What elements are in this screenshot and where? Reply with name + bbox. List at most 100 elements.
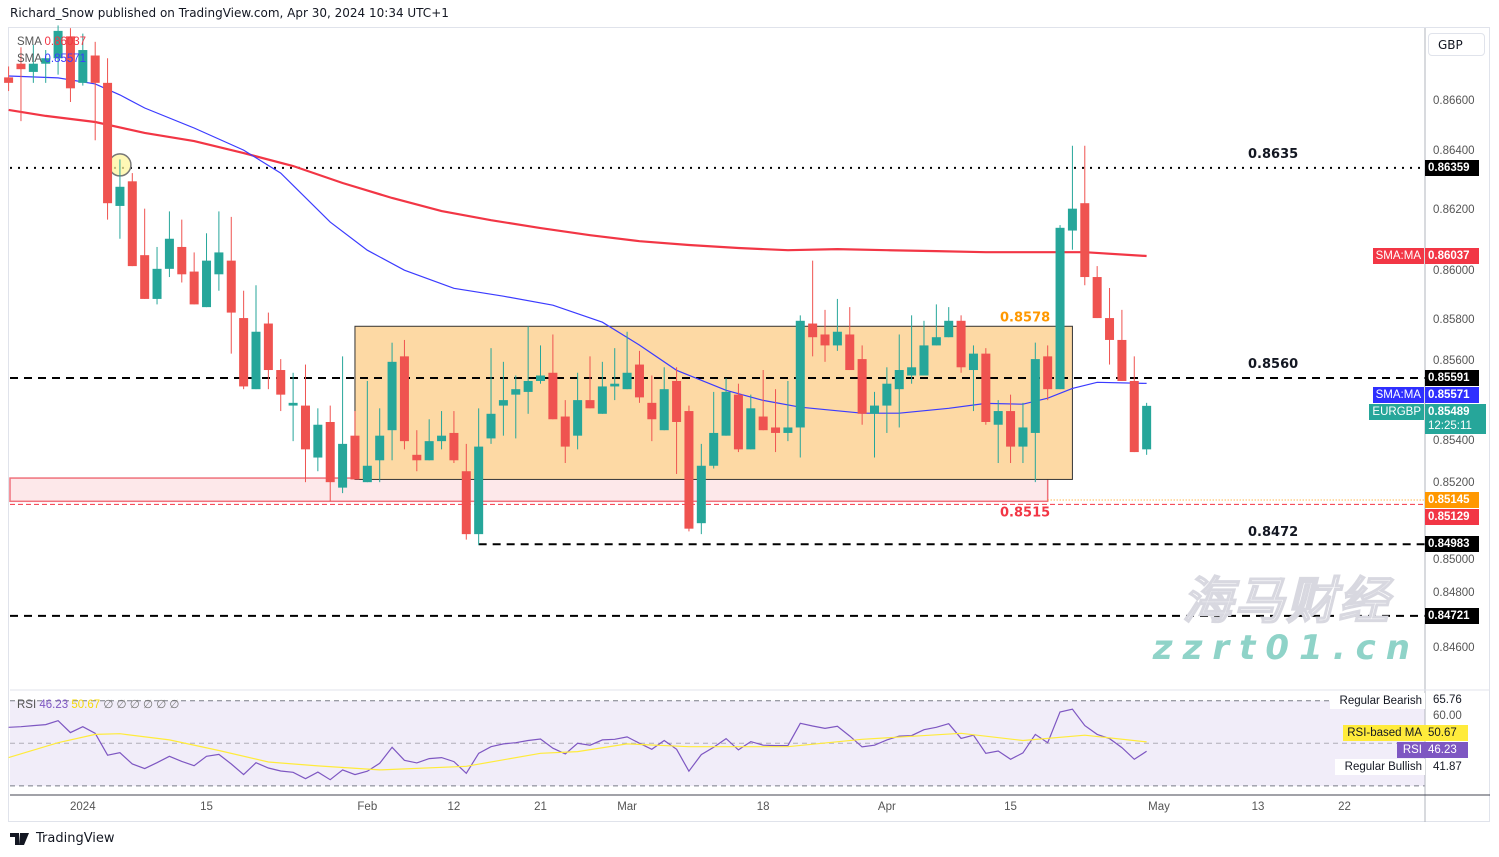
candle: [536, 345, 546, 384]
tradingview-brand: TradingView: [36, 831, 115, 846]
candle: [449, 411, 459, 464]
candle: [647, 375, 657, 442]
candle-body: [90, 55, 100, 83]
price-tick: 0.85400: [1433, 435, 1475, 448]
price-tag-label: SMA:MA: [1372, 386, 1424, 403]
price-tag-value-text: 0.86037: [1428, 249, 1470, 262]
currency-button[interactable]: GBP: [1428, 33, 1485, 56]
candle: [709, 391, 719, 469]
sma-long-legend-value: 0.86037: [44, 36, 87, 48]
candle: [115, 159, 125, 239]
candle: [437, 411, 447, 450]
candle: [808, 260, 818, 357]
candle: [795, 315, 805, 458]
candle-body: [214, 252, 224, 275]
time-tick: 22: [1338, 801, 1351, 813]
price-tag-value: 0.85591: [1425, 369, 1479, 386]
candle-body: [41, 58, 51, 64]
range-box-label: 0.8578: [1000, 310, 1050, 325]
candle-body: [338, 443, 348, 488]
candle-body: [276, 370, 286, 395]
price-tick: 0.85000: [1433, 553, 1475, 566]
candle: [338, 356, 348, 494]
price-tag-value-text: 0.84721: [1428, 609, 1470, 622]
tradingview-logo-icon: [10, 832, 29, 845]
sma-long-legend-label: SMA: [17, 36, 42, 48]
candle-body: [288, 402, 298, 406]
tradingview-footer[interactable]: TradingView: [10, 831, 115, 846]
candle: [375, 408, 385, 483]
candle: [461, 443, 471, 540]
candle-body: [263, 323, 273, 371]
candle: [771, 389, 781, 453]
sma-long-legend[interactable]: SMA 0.86037: [17, 35, 86, 49]
sma-short-legend[interactable]: SMA 0.85571: [17, 52, 86, 66]
price-tick: 0.84600: [1433, 642, 1475, 654]
candle: [362, 380, 372, 483]
candle-body: [226, 260, 236, 313]
candle-body: [16, 63, 26, 70]
candle: [634, 350, 644, 403]
price-tag-value-text: 0.85591: [1428, 371, 1470, 384]
regular-bullish-value: 41.87: [1433, 761, 1462, 773]
candle-body: [1018, 427, 1028, 447]
candle-body: [251, 331, 261, 390]
time-tick: 15: [1004, 801, 1017, 813]
candle: [993, 400, 1003, 464]
rsi-band: [10, 700, 1425, 786]
price-tag-value: 0.85129: [1425, 508, 1479, 525]
candle: [140, 208, 150, 299]
candle-body: [672, 380, 682, 422]
candle-body: [362, 465, 372, 483]
candle: [1006, 394, 1016, 464]
candle: [560, 400, 570, 464]
time-tick: Mar: [617, 801, 637, 813]
candle-body: [239, 318, 249, 387]
rsi-label-tag: RSI: [1397, 742, 1425, 758]
sma-short-legend-value: 0.85571: [44, 53, 87, 65]
line-label-2: 0.8472: [1248, 525, 1298, 540]
candle: [152, 246, 162, 305]
candle: [919, 320, 929, 376]
candle-body: [127, 181, 137, 267]
candle: [498, 361, 508, 436]
rsi-level-60: 60.00: [1433, 710, 1462, 722]
rsi-layer: [8, 708, 1147, 781]
regular-bearish-label: Regular Bearish: [1330, 693, 1425, 709]
candle-body: [733, 394, 743, 450]
candle: [672, 367, 682, 474]
candle-body: [177, 246, 187, 275]
regular-bearish-value: 65.76: [1433, 694, 1462, 706]
price-tag-label: EURGBP: [1369, 403, 1424, 420]
candle: [968, 345, 978, 412]
candle: [399, 339, 409, 450]
rsi-legend[interactable]: RSI 46.23 50.67 ∅ ∅ ∅ ∅ ∅ ∅: [17, 698, 179, 712]
candle-body: [300, 405, 310, 450]
candle-body: [746, 408, 756, 450]
candle-body: [1030, 359, 1040, 433]
candle-body: [560, 416, 570, 447]
candle: [189, 252, 199, 305]
price-tag-value-text: 0.85145: [1428, 493, 1470, 506]
candle: [474, 408, 484, 546]
candle-body: [536, 375, 546, 381]
candle-body: [573, 400, 583, 436]
time-tick: Feb: [357, 801, 378, 813]
support-zone-label: 0.8515: [1000, 505, 1050, 520]
line-label-0: 0.8635: [1248, 147, 1298, 162]
candle: [127, 173, 137, 267]
price-tag-value: 0.84721: [1425, 607, 1479, 624]
candle: [1080, 145, 1090, 286]
candle: [523, 326, 533, 414]
candle-body: [164, 238, 174, 269]
candle: [53, 25, 63, 75]
candle: [696, 443, 706, 535]
time-tick: 12: [447, 801, 461, 813]
candle-body: [647, 402, 657, 420]
annotations-layer: 0.8635 0.8560 0.8472 0.8578 0.8515: [9, 147, 1425, 617]
time-tick: 18: [756, 801, 770, 813]
rsi-ma-legend-value: 50.67: [71, 699, 101, 711]
candle-body: [523, 380, 533, 392]
line-label-1: 0.8560: [1248, 357, 1298, 372]
